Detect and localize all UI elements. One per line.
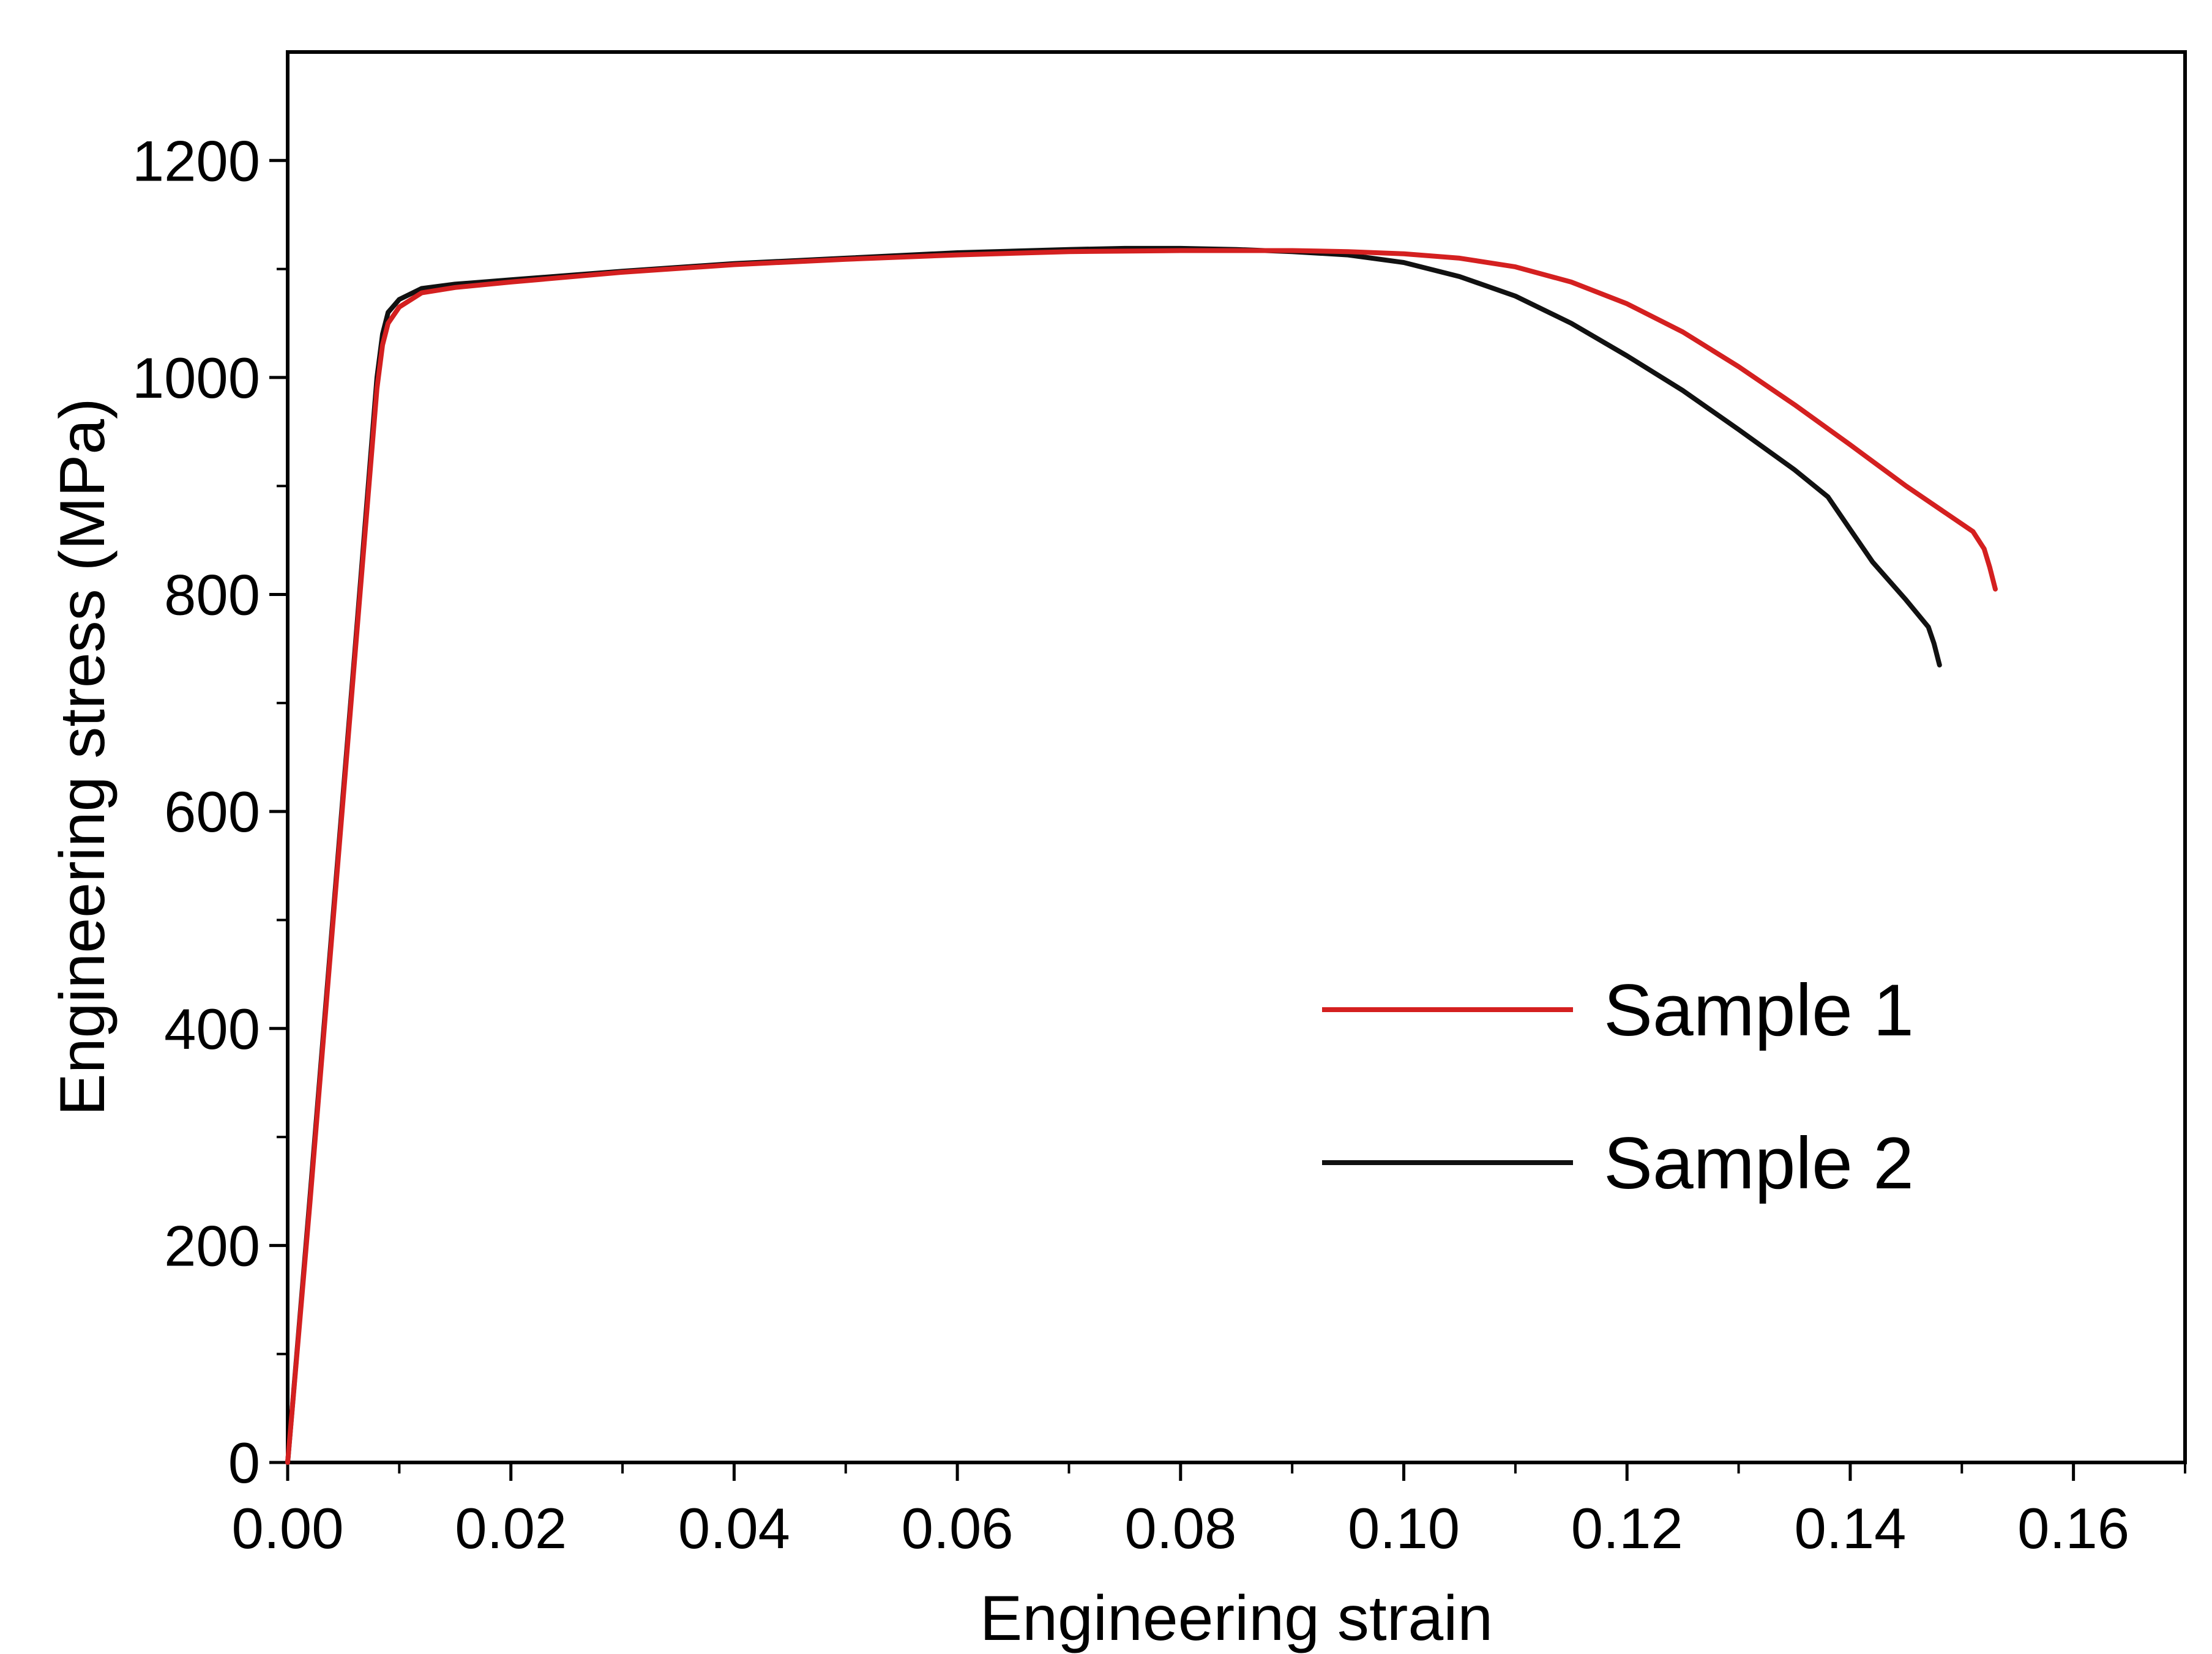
x-axis-label: Engineering strain [980, 1583, 1493, 1654]
legend-label-sample-1: Sample 1 [1604, 969, 1914, 1051]
y-axis-label: Engineering stress (MPa) [47, 398, 118, 1116]
y-tick-label: 400 [164, 997, 260, 1061]
plot-frame [286, 50, 2187, 1464]
x-tick-label: 0.00 [232, 1496, 344, 1560]
y-tick-label: 600 [164, 780, 260, 844]
x-tick-label: 0.02 [455, 1496, 567, 1560]
y-tick-label: 1000 [132, 346, 260, 410]
y-axis-ticks: 0 200 400 600 800 1000 1200 [132, 129, 288, 1495]
x-tick-label: 0.14 [1794, 1496, 1906, 1560]
x-tick-label: 0.16 [2017, 1496, 2129, 1560]
x-tick-label: 0.04 [678, 1496, 790, 1560]
x-tick-label: 0.08 [1124, 1496, 1236, 1560]
y-tick-label: 800 [164, 563, 260, 627]
y-tick-label: 200 [164, 1213, 260, 1278]
series-line-sample-2 [285, 245, 1942, 1465]
legend: Sample 1 Sample 2 [1322, 969, 1914, 1204]
legend-label-sample-2: Sample 2 [1604, 1122, 1914, 1204]
y-tick-label: 1200 [132, 129, 260, 193]
x-tick-label: 0.10 [1348, 1496, 1460, 1560]
x-tick-label: 0.12 [1571, 1496, 1683, 1560]
series-line-sample-1 [285, 248, 1998, 1465]
x-axis-ticks: 0.00 0.02 0.04 0.06 0.08 0.10 0.12 0.14 0.16 [232, 1462, 2186, 1560]
x-tick-label: 0.06 [902, 1496, 1014, 1560]
series-layer [285, 245, 1998, 1465]
y-tick-label: 0 [228, 1431, 260, 1495]
